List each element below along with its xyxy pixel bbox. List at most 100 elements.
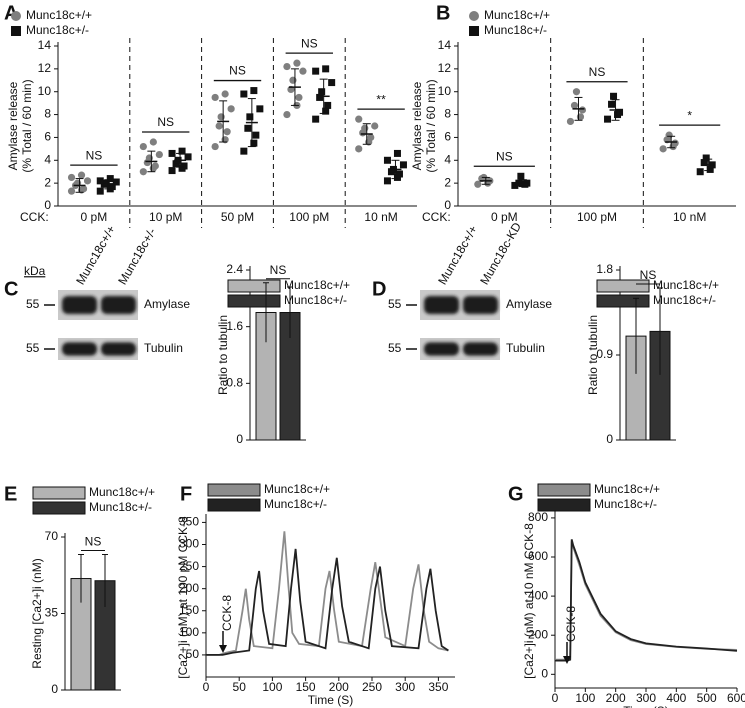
data-point <box>299 67 307 75</box>
panel-letter: G <box>508 483 524 505</box>
legend-swatch <box>227 294 281 308</box>
annotation-arrowhead <box>219 645 227 653</box>
x-tick-label: 150 <box>296 680 316 694</box>
y-tick-label: 100 <box>179 625 199 639</box>
data-point <box>324 101 332 109</box>
y-tick-label: 6 <box>444 130 451 144</box>
legend-swatch <box>32 486 86 500</box>
size-label: kDa <box>24 264 46 278</box>
panel-letter: B <box>436 2 450 24</box>
x-tick-label: 10 nM <box>673 210 706 224</box>
data-point <box>383 177 391 185</box>
data-point <box>608 100 616 108</box>
y-tick-label: 0 <box>444 198 451 212</box>
data-point <box>393 149 401 157</box>
data-point <box>283 110 291 119</box>
legend-label: Munc18c+/+ <box>594 482 660 496</box>
legend-label: Munc18c+/+ <box>484 8 550 22</box>
legend-label: Munc18c+/+ <box>284 278 350 292</box>
legend-swatch <box>207 498 261 512</box>
data-point <box>293 59 301 67</box>
legend-label: Munc18c+/- <box>594 497 657 511</box>
significance: NS <box>301 36 318 50</box>
y-axis-label: (% Total / 60 min) <box>20 79 34 172</box>
annotation: CCK-8 <box>220 595 234 631</box>
data-point <box>328 79 336 87</box>
x-tick-label: 250 <box>362 680 382 694</box>
blot-band <box>463 296 498 314</box>
marker-label: 55 <box>388 341 402 355</box>
annotation: CCK-8 <box>564 606 578 642</box>
significance: NS <box>640 268 657 282</box>
y-axis-label: [Ca2+]i (nM) at 10 nM CCK-8 <box>522 523 536 679</box>
data-point <box>256 105 264 113</box>
x-tick-label: 300 <box>395 680 415 694</box>
legend-label: Munc18c+/- <box>484 23 547 37</box>
data-point <box>240 147 248 155</box>
legend-marker <box>11 11 21 21</box>
data-point <box>180 162 188 170</box>
data-point <box>139 142 147 151</box>
data-point <box>610 92 618 100</box>
x-tick-label: 100 <box>262 680 282 694</box>
data-point <box>671 139 679 147</box>
data-point <box>77 171 86 179</box>
panel-letter: C <box>4 278 18 300</box>
data-point <box>139 168 147 176</box>
data-point <box>83 177 92 185</box>
data-point <box>252 131 260 139</box>
legend-label: Munc18c+/+ <box>89 485 155 499</box>
y-axis-label: [Ca2+]i (nM) at 100 pM CCK-8 <box>176 516 190 679</box>
y-tick-label: 12 <box>438 61 452 75</box>
data-point <box>570 101 579 110</box>
data-point <box>395 170 403 178</box>
legend-label: Munc18c+/- <box>284 293 347 307</box>
data-point <box>108 183 116 191</box>
significance: NS <box>86 148 103 162</box>
x-tick-label: 200 <box>329 680 349 694</box>
y-tick-label: 2.4 <box>226 262 243 276</box>
blot-band <box>62 296 97 314</box>
data-point <box>244 124 252 132</box>
y-axis-label: Amylase release <box>410 81 424 170</box>
legend-marker <box>469 26 479 36</box>
panel-letter: E <box>4 483 17 505</box>
y-tick-label: 350 <box>179 515 199 529</box>
blot-band <box>424 296 459 314</box>
legend-label: Munc18c+/- <box>26 23 89 37</box>
y-tick-label: 250 <box>179 559 199 573</box>
data-point <box>616 108 624 116</box>
x-tick-label: 0 <box>203 680 210 694</box>
y-axis-label: (% Total / 60 min) <box>424 79 438 172</box>
data-point <box>211 93 219 102</box>
y-tick-label: 400 <box>528 588 548 602</box>
legend-swatch <box>596 279 650 293</box>
data-point <box>399 161 407 169</box>
significance: NS <box>229 64 246 78</box>
y-tick-label: 200 <box>528 627 548 641</box>
data-point <box>151 162 159 170</box>
y-tick-label: 0.9 <box>596 347 613 361</box>
data-point <box>240 90 248 98</box>
data-point <box>700 159 708 167</box>
y-tick-label: 2 <box>444 175 451 189</box>
data-point <box>322 65 330 73</box>
legend-label: Munc18c+/+ <box>264 482 330 496</box>
data-point <box>67 173 76 182</box>
data-point <box>474 180 482 188</box>
legend-marker <box>11 26 21 36</box>
x-tick-label: 200 <box>606 691 626 705</box>
data-point <box>355 115 363 123</box>
data-point <box>227 105 235 113</box>
significance: NS <box>157 115 174 129</box>
marker-label: 55 <box>26 341 40 355</box>
data-point <box>289 76 297 84</box>
blot-band <box>424 342 459 356</box>
band-label: Amylase <box>506 297 552 311</box>
data-point <box>149 138 157 146</box>
x-prefix: CCK: <box>422 210 451 224</box>
x-tick-label: 10 nM <box>364 210 397 224</box>
data-point <box>184 153 192 161</box>
y-tick-label: 150 <box>179 603 199 617</box>
y-axis-label: Ratio to tubulin <box>586 315 600 395</box>
